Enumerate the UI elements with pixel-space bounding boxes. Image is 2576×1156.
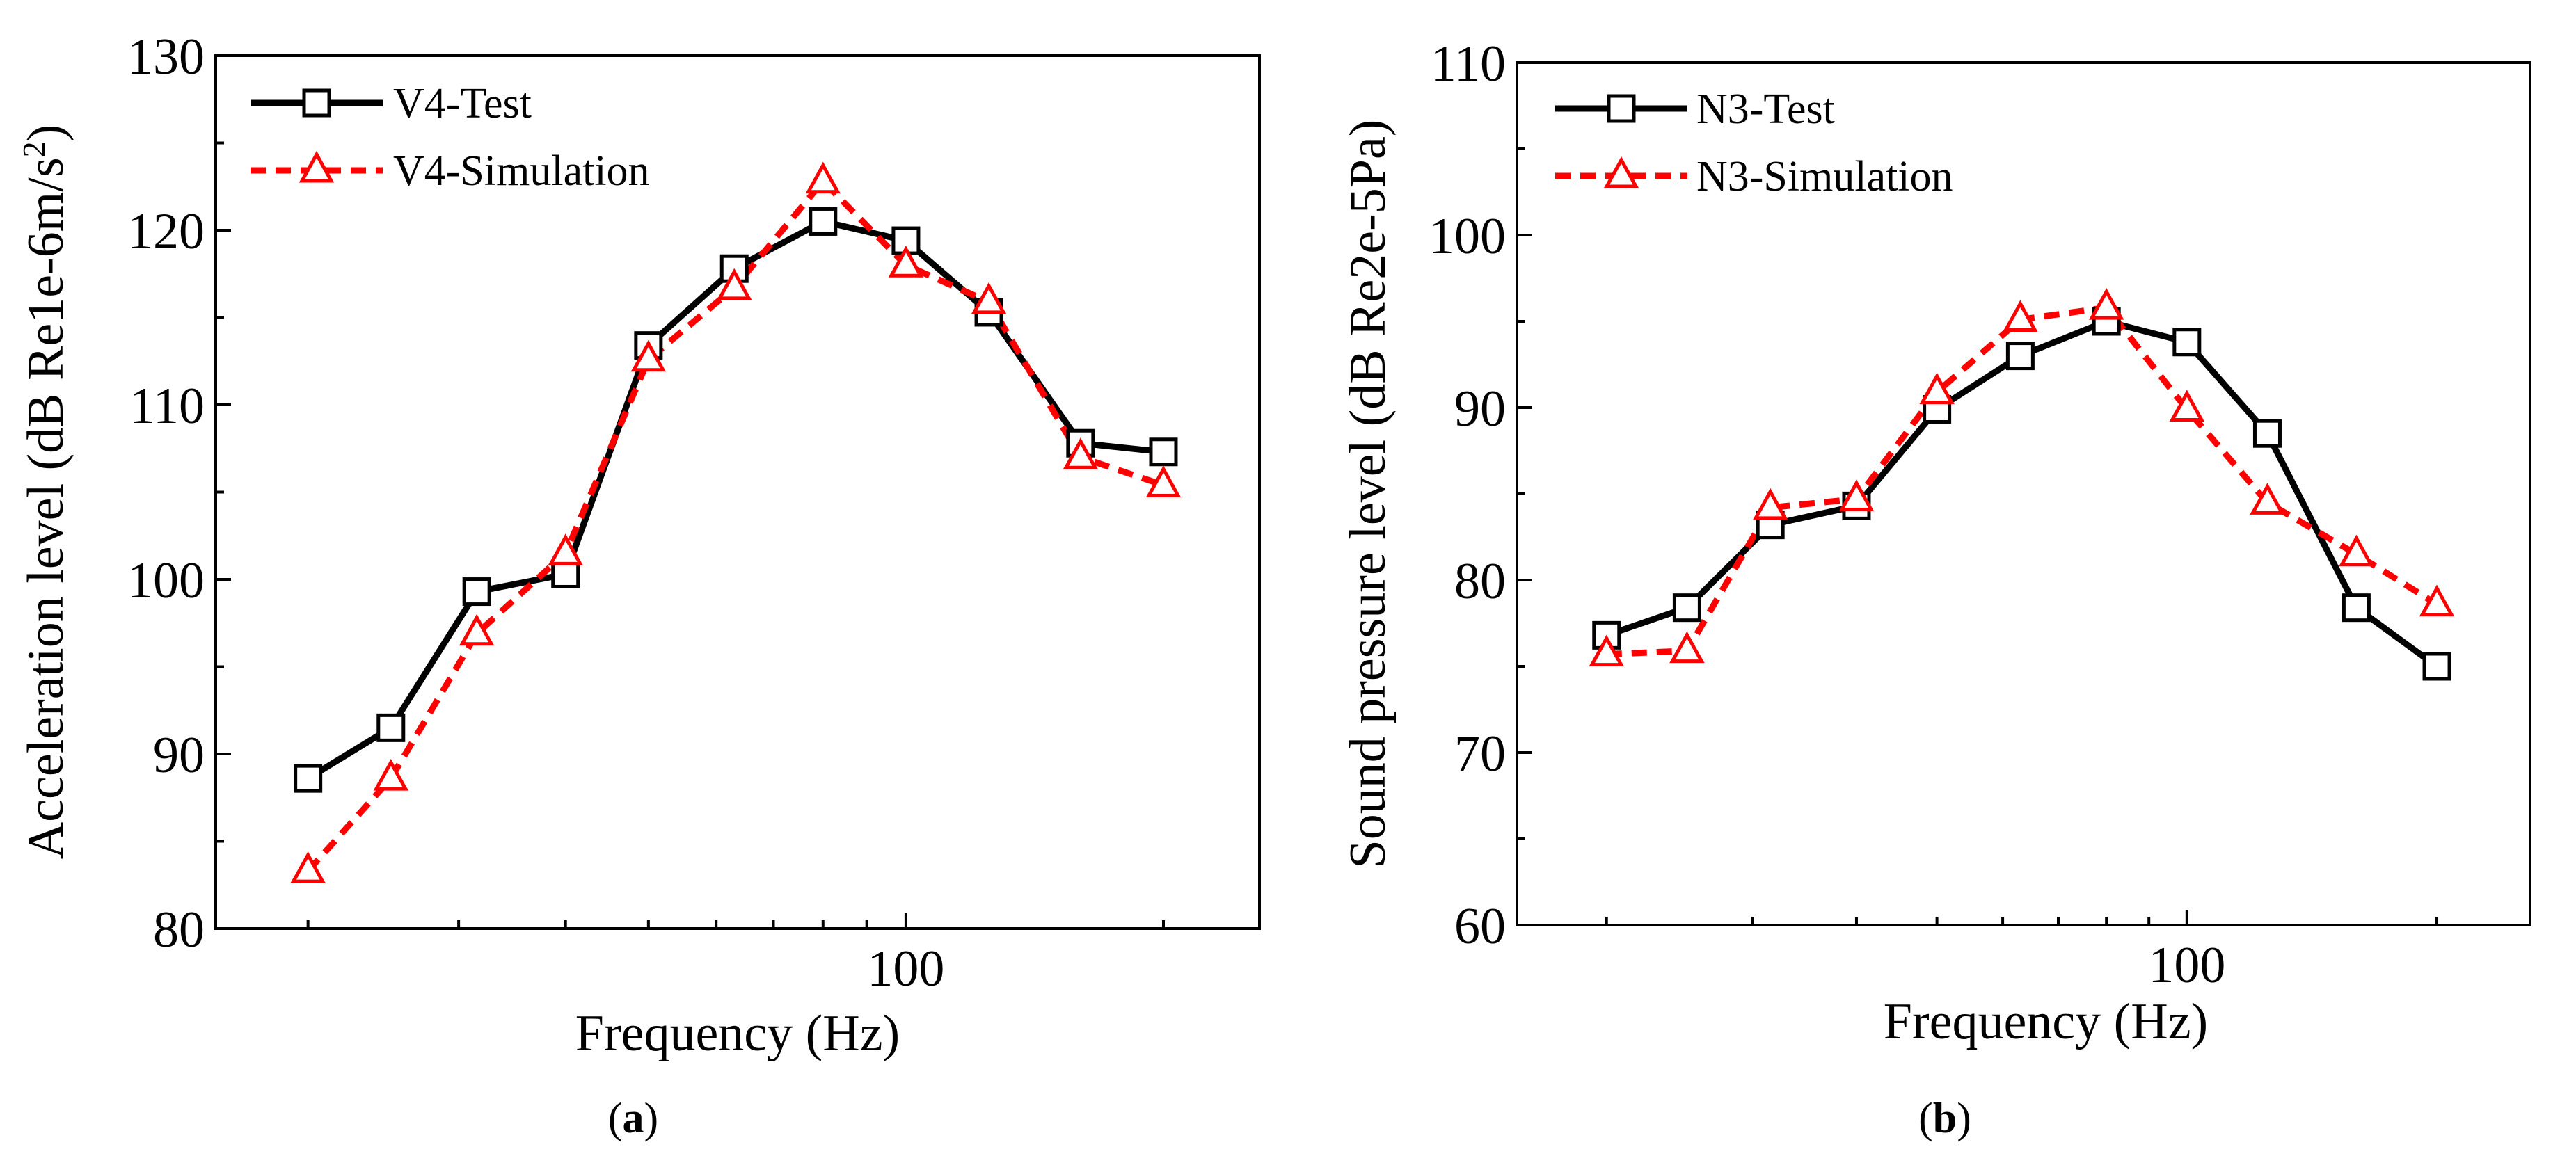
data-point-triangle: [2250, 483, 2285, 515]
data-point-triangle: [888, 246, 924, 278]
data-point-square: [551, 559, 580, 588]
legend-label-test: N3-Test: [1696, 86, 1835, 133]
legend-label-test: V4-Test: [393, 80, 532, 127]
data-point-triangle: [2419, 584, 2455, 617]
data-point-square: [2172, 328, 2202, 357]
plot-frame: [214, 54, 1261, 930]
series-line-n3-test: [1605, 318, 2439, 669]
series-markers: [290, 161, 1182, 883]
y-tick-label: 90: [1454, 380, 1506, 437]
data-point-triangle: [1669, 631, 1705, 664]
axis-ticks: 80 90 100 110 120 130 100: [127, 29, 1165, 997]
legend-square-marker: [1607, 94, 1636, 123]
data-point-triangle: [2003, 300, 2038, 332]
legend: N3-Test N3-Simulation: [1555, 86, 1953, 200]
y-tick-label: 110: [129, 378, 205, 435]
x-axis-title: Frequency (Hz): [575, 1005, 900, 1062]
data-point-triangle: [630, 339, 667, 372]
data-point-square: [1149, 437, 1178, 467]
legend: V4-Test V4-Simulation: [251, 80, 650, 195]
data-point-square: [294, 764, 323, 793]
y-tick-label: 100: [1429, 208, 1506, 265]
data-point-triangle: [459, 613, 495, 646]
data-point-triangle: [1752, 488, 1788, 520]
legend-label-simulation: V4-Simulation: [393, 147, 650, 195]
data-point-triangle: [971, 282, 1007, 314]
data-point-square: [1672, 593, 1701, 623]
data-point-square: [2005, 342, 2035, 371]
y-tick-label: 110: [1431, 35, 1506, 93]
y-tick-label: 70: [1454, 725, 1506, 782]
data-point-square: [462, 577, 491, 607]
data-point-square: [2252, 419, 2282, 448]
legend-triangle-marker: [299, 150, 335, 183]
data-point-triangle: [1145, 465, 1182, 497]
data-point-triangle: [1919, 372, 1955, 405]
data-point-triangle: [1838, 479, 1875, 511]
axis-ticks: 60 70 80 90 100 110 100: [1429, 35, 2439, 994]
data-point-square: [809, 207, 838, 236]
series-markers: [1589, 287, 2455, 681]
panel-label-a: (a): [608, 1095, 658, 1142]
x-tick-label: 100: [867, 940, 944, 997]
y-tick-label: 100: [127, 552, 205, 609]
data-point-square: [2342, 593, 2371, 623]
y-tick-label: 130: [127, 29, 205, 86]
y-tick-label: 120: [127, 203, 205, 260]
data-point-triangle: [2169, 390, 2205, 422]
data-point-triangle: [373, 758, 409, 791]
legend-label-simulation: N3-Simulation: [1696, 153, 1953, 200]
y-axis-title: Sound pressure level (dB Re2e-5Pa): [1339, 120, 1397, 869]
x-axis-title: Frequency (Hz): [1884, 993, 2208, 1050]
data-point-square: [376, 713, 406, 742]
plot-frame: [1516, 61, 2531, 926]
legend-triangle-marker: [1603, 156, 1639, 188]
data-point-triangle: [290, 851, 326, 883]
series-line-v4-test: [306, 218, 1164, 781]
data-point-triangle: [2339, 534, 2374, 567]
y-tick-label: 80: [1454, 553, 1506, 610]
data-point-triangle: [1063, 437, 1099, 469]
x-tick-label: 100: [2148, 937, 2225, 994]
legend-square-marker: [302, 88, 331, 118]
data-point-triangle: [548, 533, 583, 565]
y-tick-label: 90: [153, 727, 205, 784]
panel-label-b: (b): [1918, 1095, 1971, 1142]
data-point-triangle: [805, 161, 841, 194]
y-tick-label: 80: [153, 901, 205, 958]
data-point-triangle: [1589, 634, 1624, 667]
y-axis-title: Acceleration level (dB Re1e-6m/s2): [16, 125, 74, 860]
data-point-triangle: [717, 268, 752, 300]
chart-panel-a: 80 90 100 110 120 130 100 V4-Test V4-Simulatio…: [16, 29, 1261, 1142]
y-tick-label: 60: [1454, 898, 1506, 955]
data-point-square: [2422, 652, 2451, 681]
data-point-triangle: [2088, 287, 2124, 320]
